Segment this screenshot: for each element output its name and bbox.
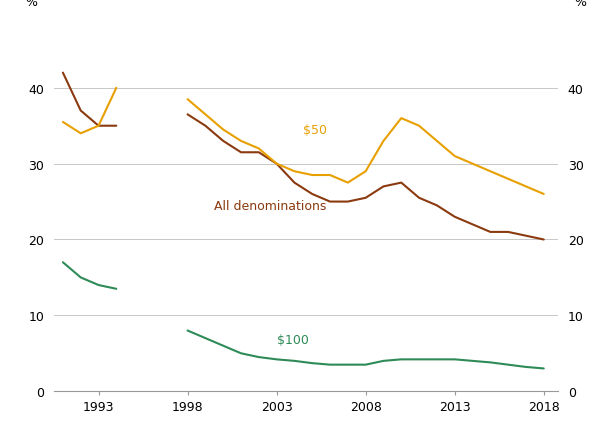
Text: %: %: [575, 0, 587, 9]
Text: %: %: [25, 0, 37, 9]
Text: $100: $100: [277, 333, 308, 346]
Text: All denominations: All denominations: [214, 200, 326, 212]
Text: $50: $50: [304, 124, 328, 137]
